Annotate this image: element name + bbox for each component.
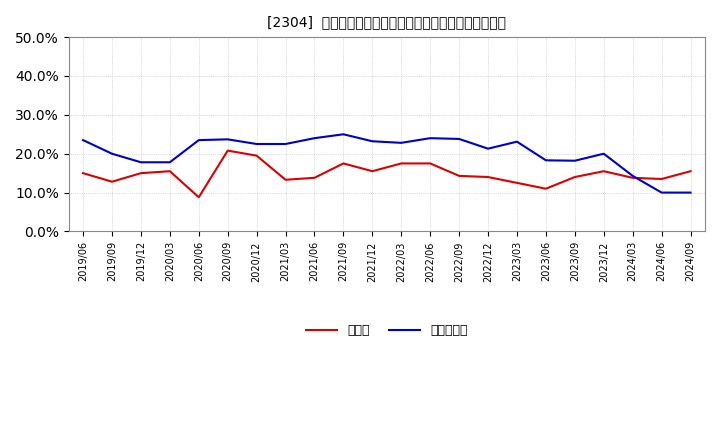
有利子負債 (513, 139, 521, 144)
現預金 (310, 175, 319, 180)
有利子負債 (252, 141, 261, 147)
有利子負債 (570, 158, 579, 163)
有利子負債 (397, 140, 405, 146)
有利子負債 (484, 146, 492, 151)
有利子負債 (368, 139, 377, 144)
有利子負債 (657, 190, 666, 195)
Line: 有利子負債: 有利子負債 (83, 134, 690, 193)
有利子負債 (166, 160, 174, 165)
有利子負債 (78, 137, 87, 143)
現預金 (137, 171, 145, 176)
現預金 (600, 169, 608, 174)
有利子負債 (426, 136, 434, 141)
現預金 (657, 176, 666, 182)
有利子負債 (600, 151, 608, 156)
有利子負債 (108, 151, 117, 156)
現預金 (455, 173, 464, 179)
現預金 (426, 161, 434, 166)
Line: 現預金: 現預金 (83, 150, 690, 197)
現預金 (166, 169, 174, 174)
有利子負債 (223, 137, 232, 142)
現預金 (629, 175, 637, 180)
現預金 (108, 179, 117, 184)
現預金 (397, 161, 405, 166)
有利子負債 (629, 173, 637, 179)
現預金 (252, 153, 261, 158)
Title: [2304]  現預金、有利子負債の総資産に対する比率の推移: [2304] 現預金、有利子負債の総資産に対する比率の推移 (267, 15, 506, 29)
有利子負債 (282, 141, 290, 147)
Legend: 現預金, 有利子負債: 現預金, 有利子負債 (301, 319, 472, 342)
有利子負債 (455, 136, 464, 142)
有利子負債 (137, 160, 145, 165)
現預金 (368, 169, 377, 174)
現預金 (541, 186, 550, 191)
現預金 (484, 174, 492, 180)
現預金 (78, 171, 87, 176)
現預金 (223, 148, 232, 153)
有利子負債 (541, 158, 550, 163)
現預金 (339, 161, 348, 166)
現預金 (282, 177, 290, 183)
現預金 (194, 194, 203, 200)
有利子負債 (310, 136, 319, 141)
現預金 (513, 180, 521, 186)
有利子負債 (686, 190, 695, 195)
有利子負債 (194, 137, 203, 143)
現預金 (686, 169, 695, 174)
現預金 (570, 174, 579, 180)
有利子負債 (339, 132, 348, 137)
